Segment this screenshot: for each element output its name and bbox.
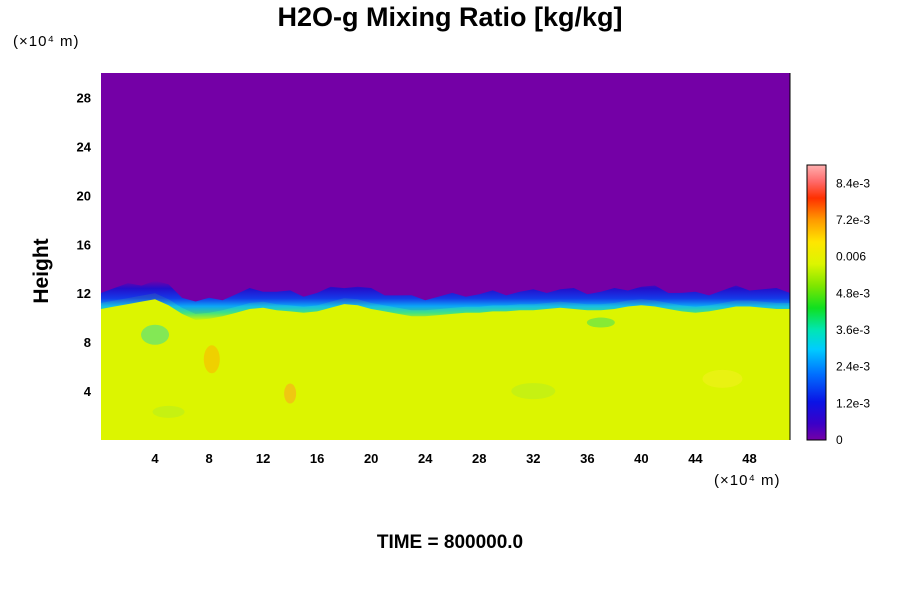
x-tick-label: 40 bbox=[634, 451, 648, 466]
moist-region bbox=[101, 293, 790, 440]
moisture-feature bbox=[141, 324, 170, 345]
y-tick-label: 28 bbox=[77, 90, 91, 105]
colorbar-tick-label: 8.4e-3 bbox=[836, 176, 870, 190]
moisture-feature bbox=[586, 317, 615, 328]
y-tick-label: 24 bbox=[77, 139, 92, 154]
interface-band bbox=[101, 280, 790, 320]
colorbar-tick-label: 2.4e-3 bbox=[836, 360, 870, 374]
x-tick-label: 12 bbox=[256, 451, 270, 466]
x-tick-label: 48 bbox=[742, 451, 756, 466]
colorbar-tick-label: 7.2e-3 bbox=[836, 213, 870, 227]
y-tick-label: 4 bbox=[84, 384, 92, 399]
x-tick-label: 8 bbox=[205, 451, 212, 466]
colorbar-tick-label: 0 bbox=[836, 433, 843, 447]
colorbar bbox=[806, 164, 827, 441]
moisture-feature bbox=[702, 369, 743, 388]
y-tick-label: 20 bbox=[77, 188, 91, 203]
x-tick-label: 24 bbox=[418, 451, 433, 466]
moisture-feature bbox=[152, 405, 185, 418]
colorbar-tick-label: 1.2e-3 bbox=[836, 396, 870, 410]
moisture-feature bbox=[511, 383, 556, 400]
x-tick-label: 44 bbox=[688, 451, 703, 466]
y-tick-label: 8 bbox=[84, 335, 91, 350]
y-tick-label: 16 bbox=[77, 237, 91, 252]
y-unit-label: (×10⁴ m) bbox=[13, 33, 80, 50]
colorbar-tick-label: 3.6e-3 bbox=[836, 323, 870, 337]
chart-title: H2O-g Mixing Ratio [kg/kg] bbox=[277, 2, 623, 32]
x-tick-label: 16 bbox=[310, 451, 324, 466]
x-unit-label: (×10⁴ m) bbox=[714, 472, 781, 489]
y-tick-label: 12 bbox=[77, 286, 91, 301]
x-tick-label: 28 bbox=[472, 451, 486, 466]
x-tick-label: 32 bbox=[526, 451, 540, 466]
x-tick-label: 20 bbox=[364, 451, 378, 466]
time-label: TIME = 800000.0 bbox=[376, 532, 524, 553]
colorbar-tick-label: 4.8e-3 bbox=[836, 286, 870, 300]
moisture-feature bbox=[284, 383, 297, 404]
x-tick-label: 4 bbox=[151, 451, 159, 466]
colorbar-tick-label: 0.006 bbox=[836, 250, 866, 264]
x-tick-label: 36 bbox=[580, 451, 594, 466]
moisture-feature bbox=[203, 345, 220, 374]
